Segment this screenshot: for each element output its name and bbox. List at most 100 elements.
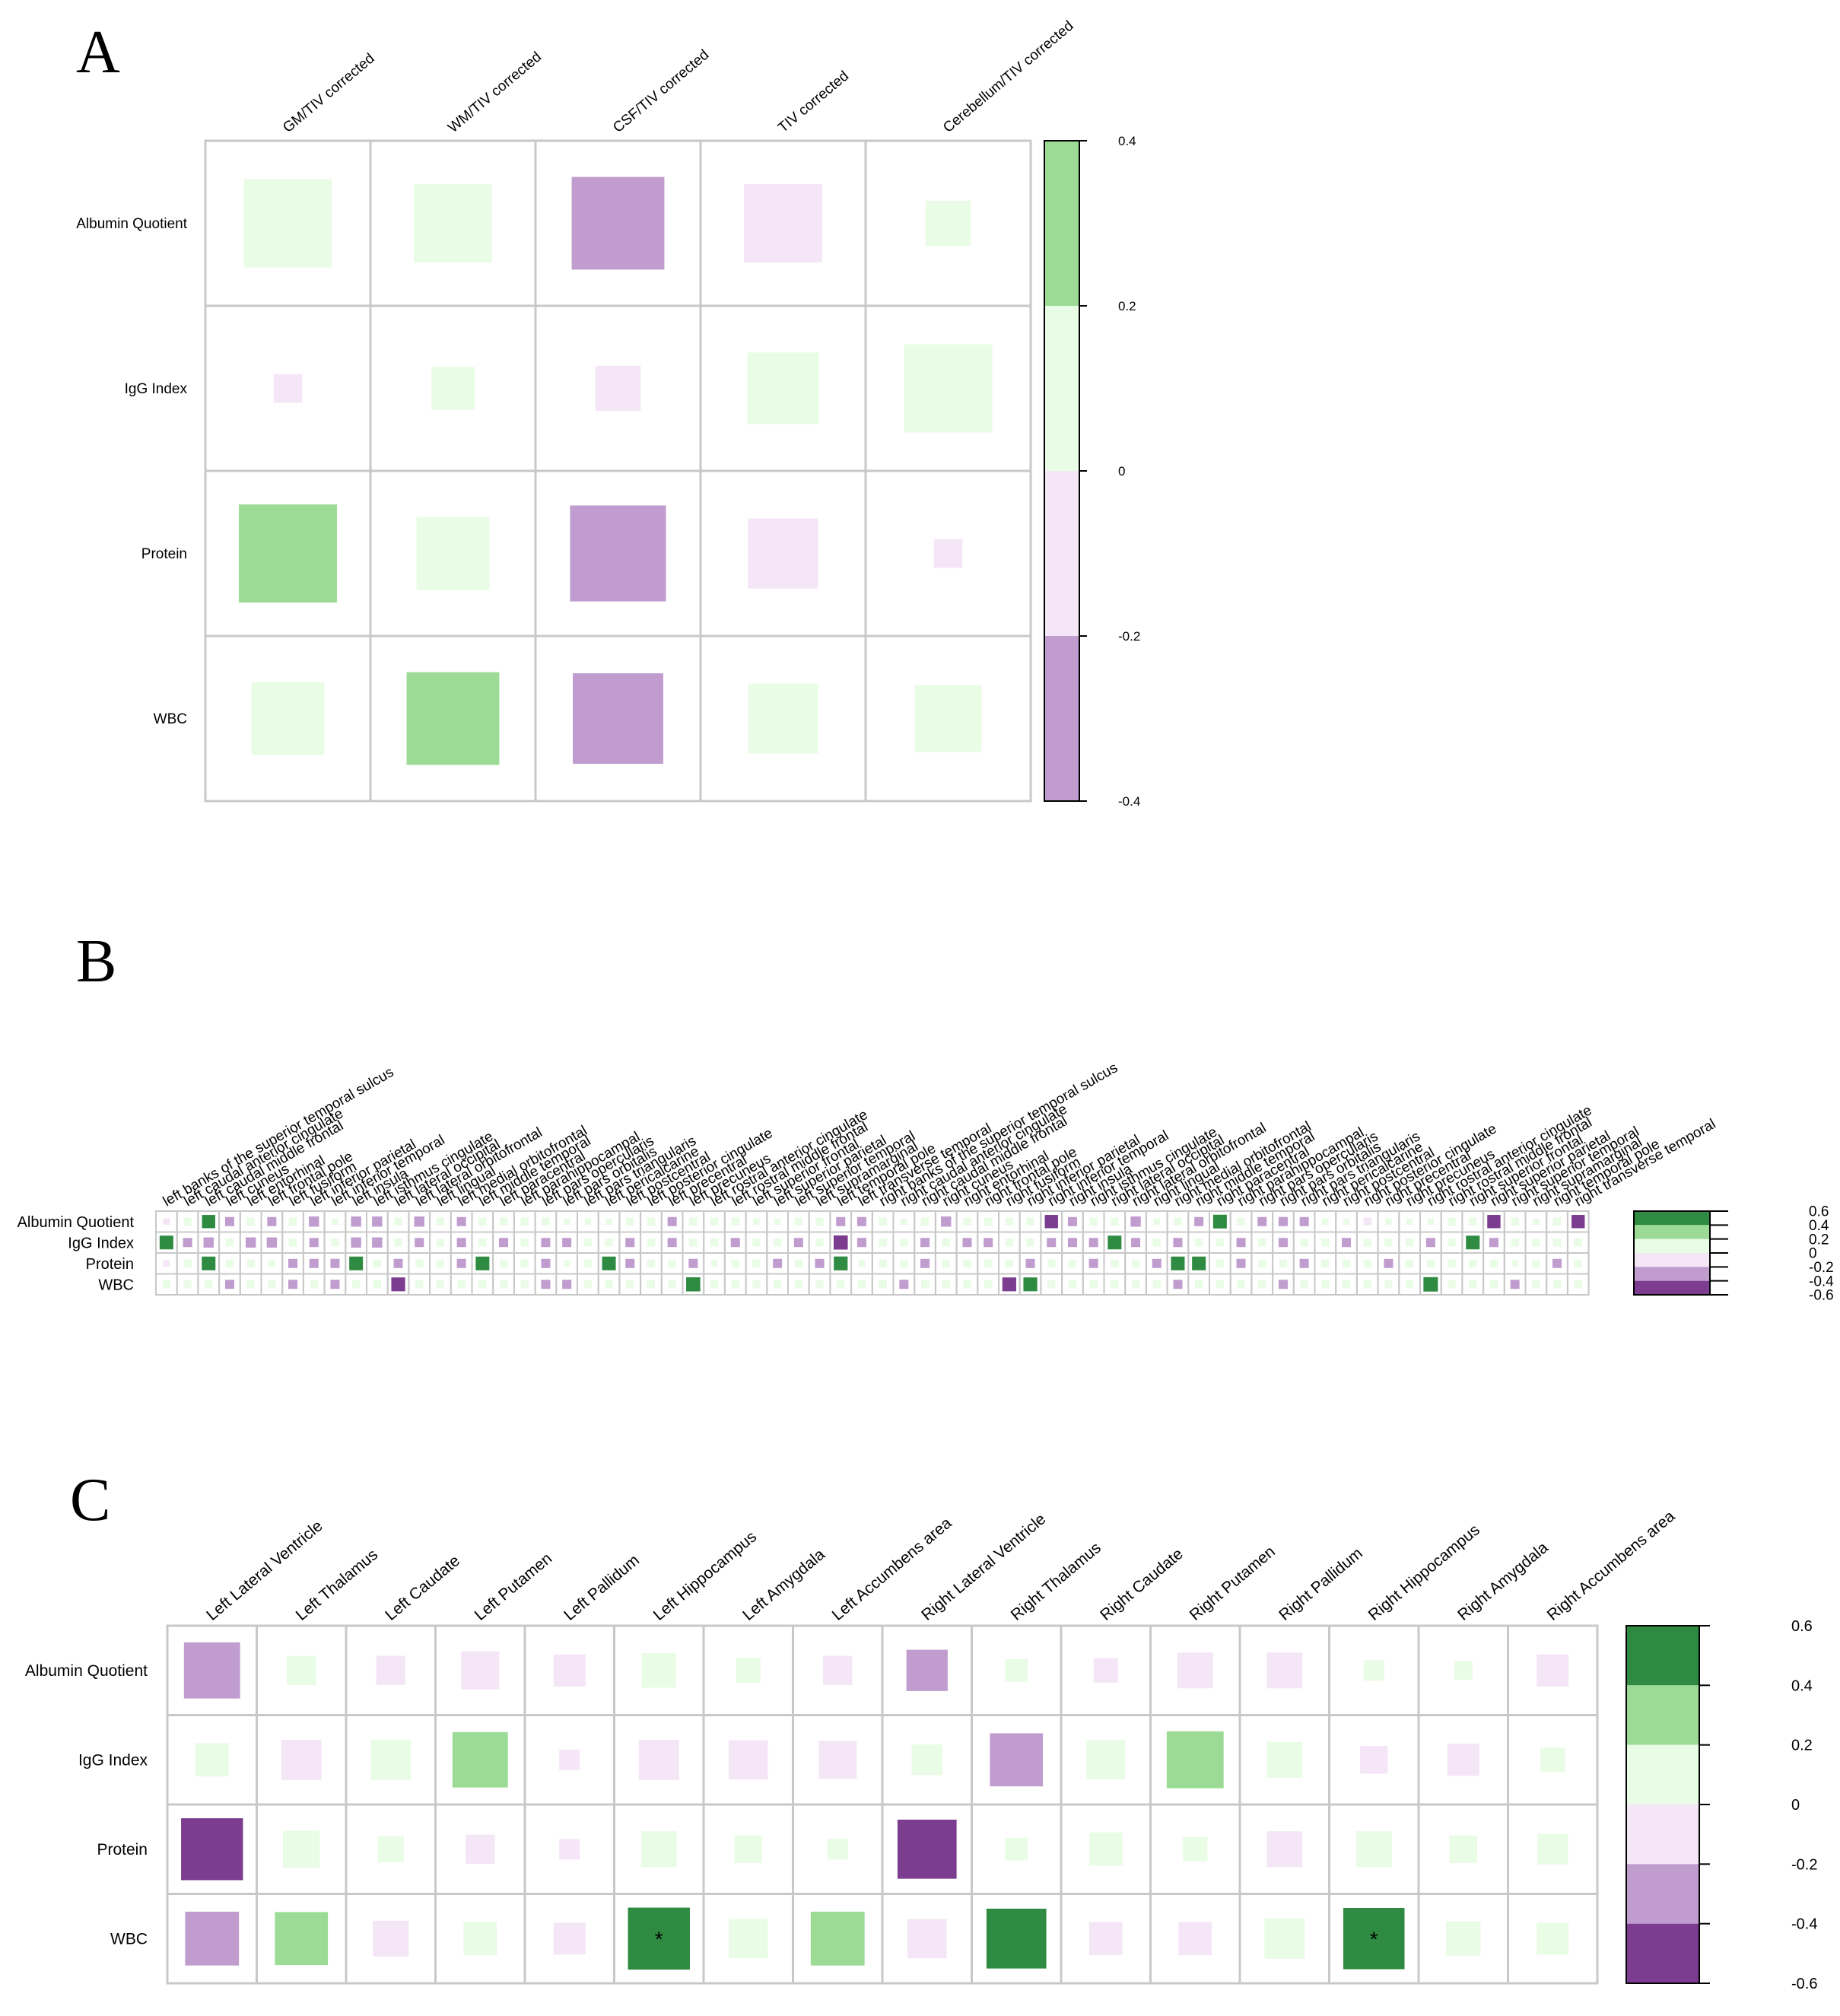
correlation-square xyxy=(1173,1280,1183,1289)
correlation-square xyxy=(942,1280,950,1289)
correlation-square xyxy=(710,1217,719,1226)
correlation-square xyxy=(1278,1238,1288,1248)
correlation-square xyxy=(183,1642,240,1699)
correlation-square xyxy=(1343,1218,1350,1225)
correlation-square xyxy=(911,1744,942,1776)
correlation-square xyxy=(1469,1217,1477,1226)
column-label-left-amygdala: Left Amygdala xyxy=(739,1545,828,1623)
correlation-square xyxy=(1574,1280,1582,1289)
correlation-square xyxy=(753,1218,760,1225)
colorbar-tick-label: 0 xyxy=(1118,464,1125,479)
correlation-square xyxy=(1258,1239,1266,1247)
correlation-square xyxy=(602,1256,616,1270)
correlation-square xyxy=(520,1239,529,1247)
colorbar-band xyxy=(1626,1923,1699,1983)
heatmap-cell-border xyxy=(1566,1273,1590,1296)
column-label-tiv-corrected: TIV corrected xyxy=(775,68,852,135)
correlation-square xyxy=(1423,1277,1438,1292)
colorbar-band xyxy=(1634,1267,1710,1281)
correlation-square xyxy=(475,1256,490,1270)
column-label-left-putamen: Left Putamen xyxy=(472,1550,555,1624)
correlation-square xyxy=(731,1280,739,1289)
correlation-square xyxy=(688,1258,698,1268)
correlation-square xyxy=(1342,1238,1352,1248)
correlation-square xyxy=(729,1740,768,1779)
correlation-square xyxy=(815,1239,824,1247)
row-label-albumin-quotient: Albumin Quotient xyxy=(25,1662,148,1680)
correlation-square xyxy=(1342,1280,1351,1289)
colorbar-band xyxy=(1626,1626,1699,1686)
correlation-square xyxy=(1131,1238,1141,1248)
correlation-square xyxy=(583,1239,593,1247)
correlation-square xyxy=(461,1651,500,1690)
correlation-square xyxy=(834,1256,848,1270)
correlation-square xyxy=(1363,1660,1384,1681)
correlation-square xyxy=(827,1839,848,1860)
correlation-square xyxy=(942,1239,950,1247)
column-label-csf-tiv-corrected: CSF/TIV corrected xyxy=(610,47,712,136)
correlation-square xyxy=(1047,1259,1056,1267)
correlation-square xyxy=(1321,1280,1330,1289)
correlation-square xyxy=(1469,1259,1477,1267)
correlation-square xyxy=(332,1218,338,1225)
correlation-square xyxy=(251,682,325,755)
correlation-square xyxy=(920,1238,930,1248)
correlation-square xyxy=(1487,1215,1501,1229)
correlation-square xyxy=(1068,1259,1077,1267)
correlation-square xyxy=(1111,1217,1119,1226)
correlation-square xyxy=(794,1217,803,1226)
correlation-square xyxy=(984,1217,993,1226)
correlation-square xyxy=(1005,1837,1028,1861)
panel-a-heatmap: Albumin Quotient IgG Index Protein WBC GM/TI… xyxy=(76,18,1140,809)
correlation-square xyxy=(185,1911,240,1966)
correlation-square xyxy=(1552,1217,1562,1226)
correlation-square xyxy=(1153,1218,1160,1225)
correlation-square xyxy=(520,1280,529,1289)
correlation-square xyxy=(541,1280,551,1289)
colorbar-tick-label: 0.2 xyxy=(1118,299,1136,313)
correlation-square xyxy=(1088,1922,1123,1956)
correlation-square xyxy=(310,1280,318,1289)
correlation-square xyxy=(1023,1277,1038,1292)
correlation-square xyxy=(1537,1833,1568,1865)
correlation-square xyxy=(1130,1216,1141,1227)
colorbar-band xyxy=(1634,1225,1710,1239)
correlation-square xyxy=(1384,1280,1393,1289)
correlation-square xyxy=(730,1238,740,1248)
correlation-square xyxy=(640,1831,677,1868)
correlation-square xyxy=(288,1217,297,1226)
row-label-igg-index: IgG Index xyxy=(78,1752,148,1770)
correlation-square xyxy=(1511,1260,1518,1267)
colorbar-band xyxy=(1626,1685,1699,1745)
correlation-square xyxy=(900,1259,908,1267)
correlation-square xyxy=(1047,1238,1057,1248)
correlation-square xyxy=(376,1655,405,1685)
correlation-square xyxy=(914,685,982,752)
correlation-square xyxy=(542,1217,550,1226)
correlation-square xyxy=(879,1239,887,1247)
correlation-square xyxy=(373,1920,409,1957)
correlation-square xyxy=(436,1259,445,1267)
correlation-square xyxy=(562,1238,572,1248)
column-label-wm-tiv-corrected: WM/TIV corrected xyxy=(445,49,545,135)
correlation-square xyxy=(1086,1740,1126,1779)
correlation-square xyxy=(499,1280,508,1289)
correlation-square xyxy=(1044,1215,1058,1229)
correlation-square xyxy=(1299,1258,1309,1268)
correlation-square xyxy=(647,1217,656,1226)
correlation-square xyxy=(195,1743,229,1777)
correlation-square xyxy=(879,1259,887,1267)
correlation-square xyxy=(1171,1256,1185,1270)
correlation-square xyxy=(984,1280,993,1289)
correlation-square xyxy=(638,1739,679,1780)
correlation-square xyxy=(628,1907,690,1970)
correlation-square xyxy=(963,1217,971,1226)
correlation-square xyxy=(810,1911,865,1966)
correlation-square xyxy=(667,1238,677,1248)
correlation-square xyxy=(668,1280,676,1289)
correlation-square xyxy=(162,1280,171,1289)
correlation-square xyxy=(963,1280,971,1289)
correlation-square xyxy=(1574,1239,1582,1247)
correlation-square xyxy=(414,184,492,262)
correlation-square xyxy=(541,1238,551,1248)
